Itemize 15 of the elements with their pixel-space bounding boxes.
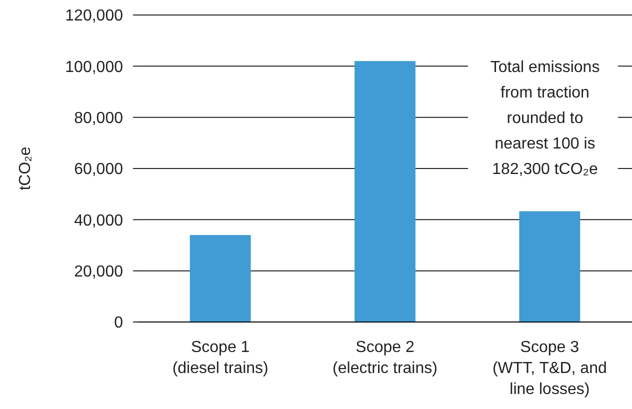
y-tick-label: 40,000 — [74, 212, 124, 230]
y-tick-label: 20,000 — [74, 263, 124, 280]
bar — [354, 61, 416, 322]
x-tick-label: Scope 1 (diesel trains) — [172, 339, 268, 377]
x-tick-label: Scope 2 (electric trains) — [332, 339, 438, 377]
y-tick-label: 0 — [114, 314, 124, 332]
y-tick-label: 60,000 — [74, 161, 124, 178]
y-tick-label: 80,000 — [74, 110, 124, 127]
annotation: Total emissions from traction rounded to nearest 100 is 182,300 tCO₂e — [490, 59, 600, 178]
y-tick-label: 100,000 — [65, 58, 124, 76]
bar — [190, 235, 251, 322]
bar — [519, 211, 580, 322]
y-axis-title: tCO₂e — [17, 146, 34, 190]
y-tick-label: 120,000 — [65, 8, 124, 25]
x-tick-label: Scope 3 (WTT, T&D, and line losses) — [492, 339, 607, 398]
